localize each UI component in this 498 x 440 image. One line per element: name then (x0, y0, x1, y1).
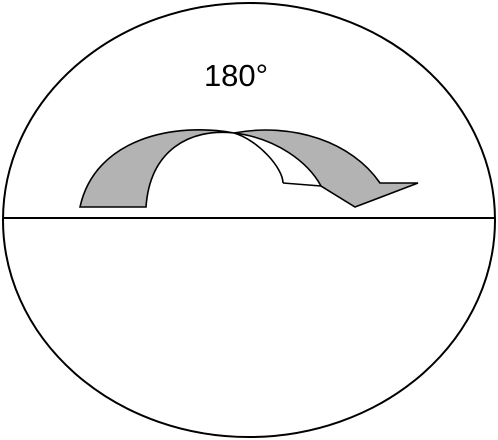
rotation-arrow-icon (79, 129, 419, 208)
arrow-head-base (282, 182, 322, 187)
arrow-inner-arch (233, 132, 284, 184)
rotation-angle-label: 180° (204, 58, 268, 93)
